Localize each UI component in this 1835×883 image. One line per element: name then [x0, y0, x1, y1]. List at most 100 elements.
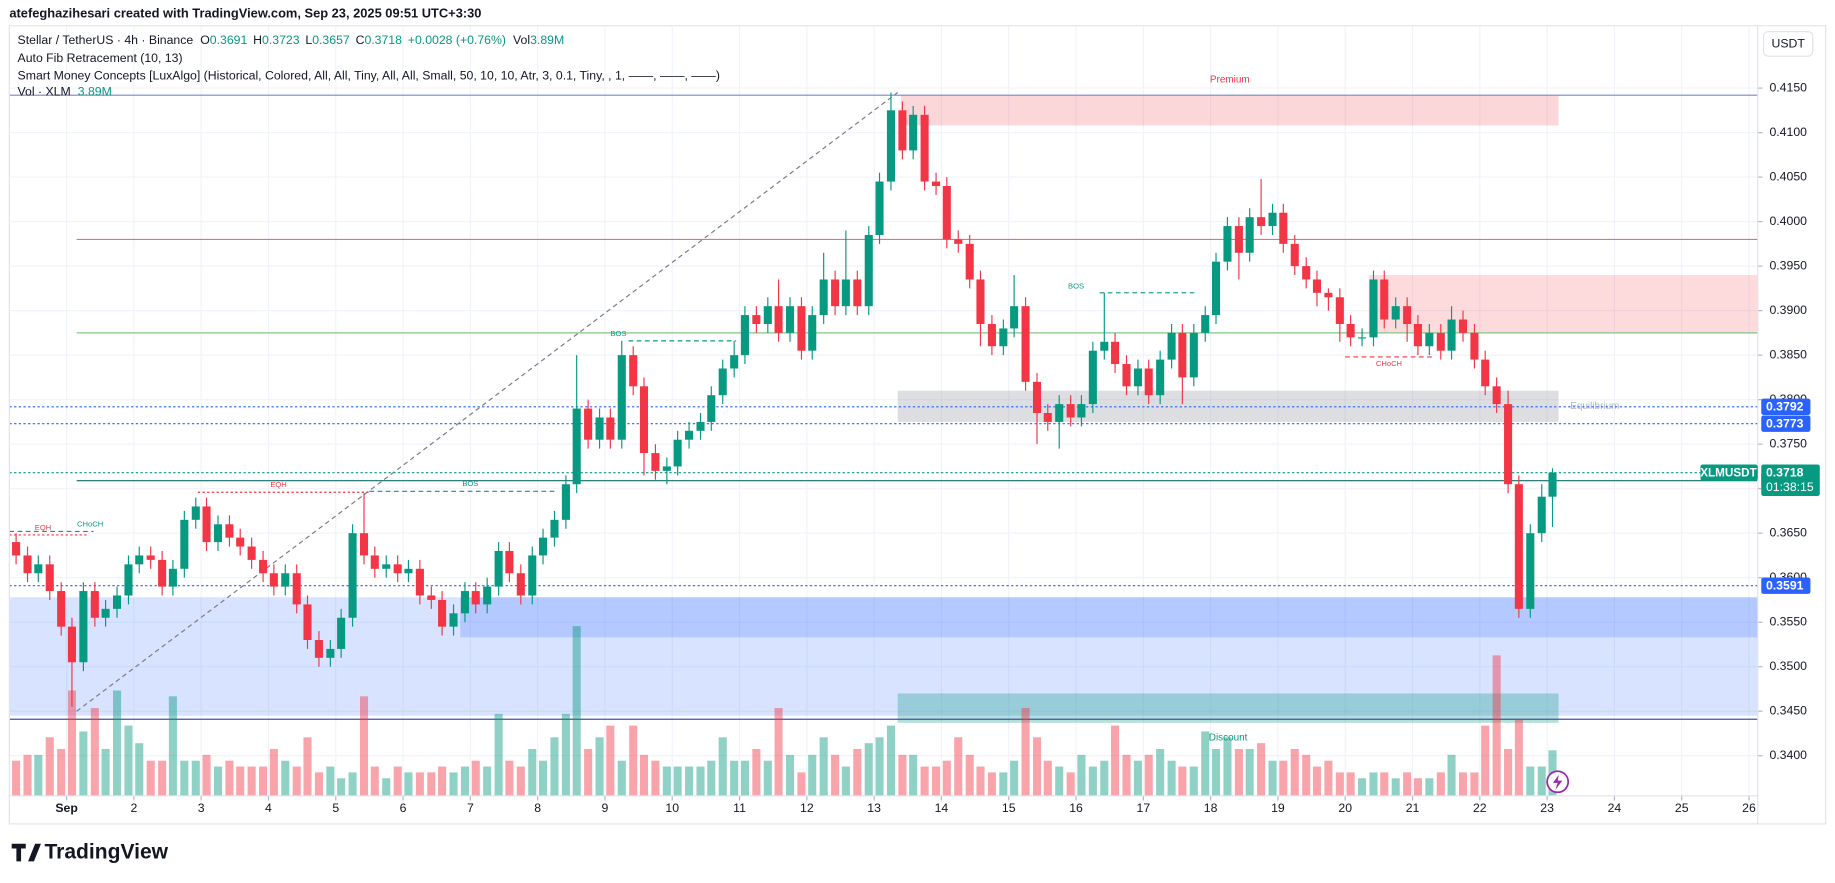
volume-bar — [1492, 655, 1501, 796]
volume-bar — [34, 754, 43, 796]
x-tick-label: 18 — [1204, 801, 1218, 815]
zone — [1368, 275, 1758, 333]
ohlc-value: 0.3657 — [312, 33, 350, 47]
volume-bar — [101, 748, 110, 796]
candle-body — [1043, 413, 1052, 422]
structure-label: BOS — [1068, 282, 1084, 291]
volume-bar — [1122, 754, 1131, 796]
candle-body — [550, 519, 559, 538]
y-tick-label: 0.3750 — [1769, 436, 1807, 450]
volume-bar — [1279, 760, 1288, 796]
volume-bar — [561, 713, 570, 796]
indicator-legend[interactable]: Smart Money Concepts [LuxAlgo] (Historic… — [18, 68, 720, 82]
indicator-legend[interactable]: Auto Fib Retracement (10, 13) — [18, 51, 183, 65]
volume-bar — [639, 754, 649, 796]
zone — [901, 95, 1559, 126]
candle-body — [460, 591, 470, 614]
volume-bar — [1088, 766, 1097, 796]
x-tick-label: 5 — [332, 801, 339, 815]
candle-body — [999, 328, 1008, 347]
candle-body — [124, 564, 133, 596]
volume-bar — [404, 772, 413, 796]
candle-body — [538, 537, 548, 556]
candle-body — [1470, 332, 1479, 360]
candle-body — [1279, 212, 1288, 244]
price-badge — [1761, 415, 1811, 432]
volume-bar — [696, 766, 705, 796]
volume-bar — [1369, 772, 1378, 796]
candle-body — [1156, 359, 1165, 396]
volume-bar — [1470, 772, 1479, 796]
symbol: Stellar / TetherUS · 4h · Binance — [18, 33, 194, 47]
volume-bar — [415, 772, 424, 796]
x-tick-label: 8 — [534, 801, 541, 815]
volume-bar — [1346, 772, 1355, 796]
candle-body — [393, 564, 402, 574]
candle-body — [427, 595, 436, 600]
candle-body — [213, 524, 223, 543]
volume-bar — [942, 760, 951, 796]
volume-bar — [1156, 748, 1165, 796]
volume-bar — [1223, 737, 1232, 796]
candle-body — [168, 568, 177, 587]
currency-button[interactable] — [1763, 31, 1814, 57]
candle-body — [864, 234, 873, 307]
volume-bar — [1481, 725, 1490, 796]
candle-body — [438, 599, 447, 627]
volume-bar — [202, 754, 211, 796]
volume-bar — [393, 766, 402, 796]
candle-body — [774, 306, 783, 333]
volume-bar — [707, 760, 716, 796]
candle-body — [763, 306, 772, 324]
candle-body — [483, 586, 492, 605]
zone-label: Equilibrium — [1570, 401, 1619, 412]
x-tick-label: 14 — [935, 801, 949, 815]
candle-body — [292, 573, 301, 605]
volume-bar — [146, 760, 155, 796]
y-tick-label: 0.4050 — [1769, 169, 1807, 183]
candle-body — [1077, 404, 1086, 418]
candle-body — [831, 279, 840, 307]
volume-bar — [67, 690, 76, 796]
y-tick-label: 0.4100 — [1769, 125, 1807, 139]
ohlc-value: 0.3723 — [262, 33, 300, 47]
candle-body — [67, 626, 76, 663]
x-tick-label: 2 — [130, 801, 137, 815]
structure-label: EQH — [35, 523, 51, 532]
volume-bar — [113, 690, 122, 796]
volume-bar — [1312, 766, 1321, 796]
volume-bar — [1234, 748, 1243, 796]
candle-body — [1369, 279, 1378, 338]
volume-bar — [1055, 766, 1064, 796]
volume-bar — [808, 754, 817, 796]
candle-body — [685, 430, 694, 440]
candle-body — [617, 355, 626, 440]
volume-bar — [752, 748, 761, 796]
candle-body — [1391, 306, 1400, 320]
zone — [9, 597, 1758, 716]
change: +0.0028 (+0.76%) — [408, 33, 506, 47]
candle-body — [1312, 279, 1321, 293]
candle-body — [1010, 306, 1019, 329]
x-tick-label: 23 — [1540, 801, 1554, 815]
candle-body — [1088, 350, 1097, 405]
volume-bar — [438, 766, 447, 796]
candle-body — [1481, 359, 1490, 387]
volume-bar — [494, 713, 503, 796]
candle-body — [987, 323, 996, 347]
volume-legend-value: 3.89M — [78, 85, 112, 99]
zone — [897, 693, 1559, 723]
candle-body — [1234, 226, 1243, 253]
candle-body — [718, 368, 727, 396]
volume-bar — [460, 766, 470, 796]
x-tick-label: 25 — [1675, 801, 1689, 815]
candle-body — [180, 519, 189, 569]
volume-legend[interactable]: Vol · XLM 3.89M — [18, 85, 112, 99]
candle-body — [1537, 496, 1546, 534]
x-tick-label: 3 — [198, 801, 205, 815]
candle-body — [202, 506, 211, 543]
volume-bar — [572, 626, 581, 796]
volume-bar — [999, 772, 1008, 796]
volume-bar — [1268, 760, 1277, 796]
candle-body — [1514, 484, 1523, 609]
